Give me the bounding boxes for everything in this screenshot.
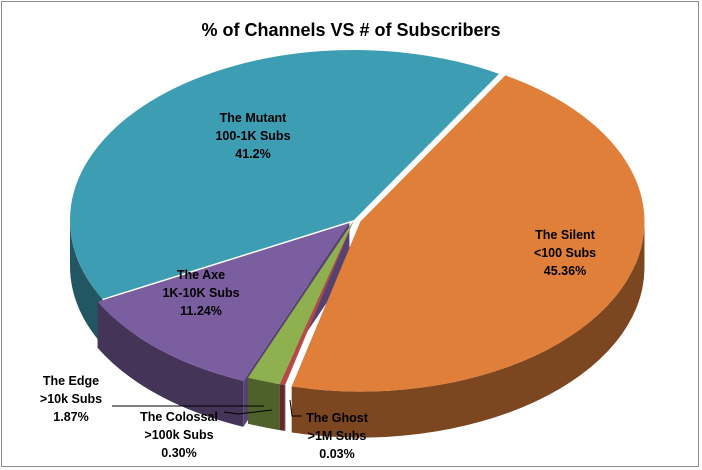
data-label-edge: The Edge >10k Subs 1.87% (40, 374, 102, 424)
data-label-axe: The Axe 1K-10K Subs 11.24% (162, 268, 239, 318)
label-edge-pct: 1.87% (53, 410, 88, 424)
pie-slice-edge (248, 220, 354, 385)
label-silent-range: <100 Subs (534, 246, 596, 260)
label-mutant-pct: 41.2% (235, 147, 270, 161)
pie-slice-silent (291, 75, 645, 392)
pie-side-axe (97, 301, 244, 427)
label-silent-pct: 45.36% (544, 264, 586, 278)
label-ghost-pct: 0.03% (319, 447, 354, 461)
pie-side-silent (291, 222, 645, 438)
label-edge-name: The Edge (43, 374, 99, 388)
label-axe-range: 1K-10K Subs (162, 286, 239, 300)
label-colossal-name: The Colossal (140, 410, 218, 424)
chart-title: % of Channels VS # of Subscribers (201, 20, 500, 40)
pie-side-colossal (279, 384, 285, 431)
label-axe-name: The Axe (177, 268, 225, 282)
label-axe-pct: 11.24% (180, 304, 222, 318)
data-label-ghost: The Ghost >1M Subs 0.03% (306, 411, 369, 461)
label-ghost-name: The Ghost (306, 411, 369, 425)
data-label-colossal: The Colossal >100k Subs 0.30% (140, 410, 218, 460)
label-silent-name: The Silent (535, 228, 596, 242)
pie-side-ghost (284, 384, 286, 431)
leader-lines (112, 399, 302, 417)
label-mutant-name: The Mutant (220, 111, 287, 125)
pie-slice-colossal (279, 220, 354, 385)
data-label-mutant: The Mutant 100-1K Subs 41.2% (215, 111, 290, 161)
leader-colossal (223, 409, 273, 415)
pie-slice-mutant (70, 50, 499, 299)
pie-slice-ghost (284, 220, 354, 385)
pie-side-edge (248, 377, 280, 431)
leader-ghost (289, 399, 302, 417)
label-ghost-range: >1M Subs (308, 429, 367, 443)
label-colossal-range: >100k Subs (144, 428, 213, 442)
pie-slice-axe (97, 223, 350, 381)
pie-side-mutant (70, 220, 103, 345)
label-mutant-range: 100-1K Subs (215, 129, 290, 143)
pie-top-layer (70, 50, 645, 392)
data-label-silent: The Silent <100 Subs 45.36% (534, 228, 596, 278)
label-edge-range: >10k Subs (40, 392, 102, 406)
label-colossal-pct: 0.30% (161, 446, 196, 460)
